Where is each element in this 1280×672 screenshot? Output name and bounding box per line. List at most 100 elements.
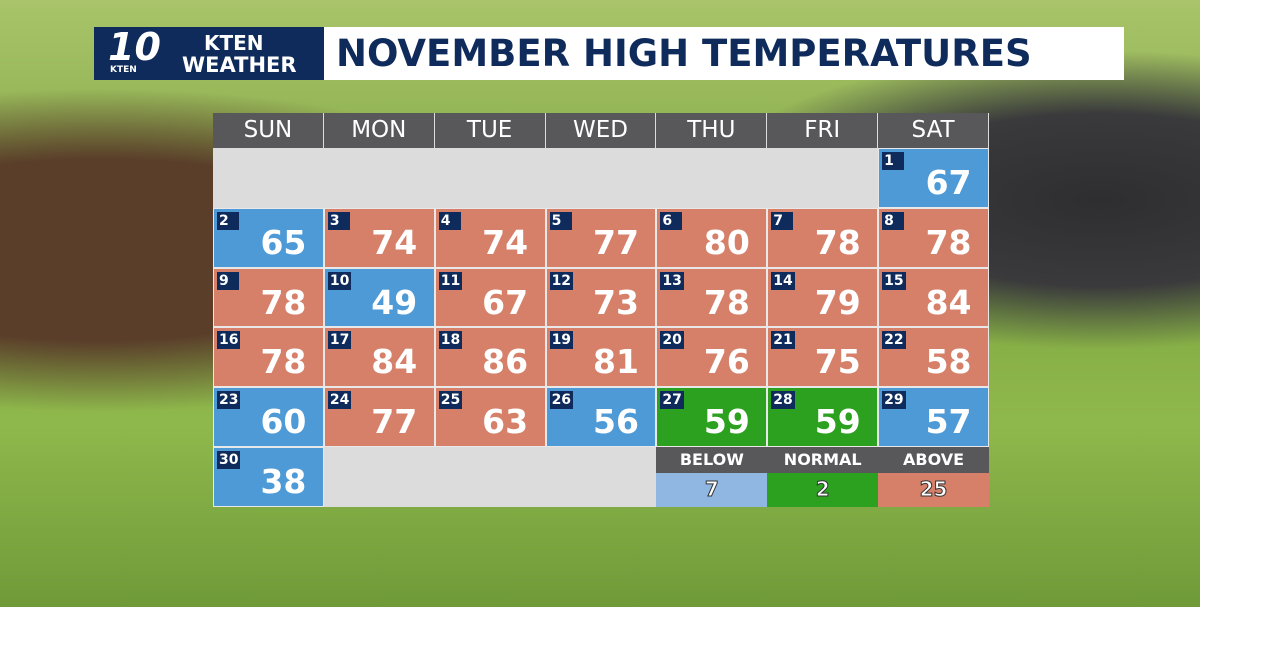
day-cell: 28 59 — [767, 387, 879, 447]
day-number: 3 — [327, 211, 350, 230]
day-number: 16 — [217, 331, 241, 350]
temperature: 77 — [371, 402, 418, 442]
day-number: 29 — [882, 391, 906, 410]
weekday: MON — [323, 113, 434, 148]
weekday: SAT — [878, 113, 988, 148]
day-cell: 7 78 — [767, 207, 879, 268]
day-cell: 1 67 — [878, 148, 989, 208]
day-number: 8 — [882, 211, 905, 230]
day-cell: 19 81 — [545, 327, 657, 388]
temperature: 86 — [482, 342, 529, 382]
day-cell: 8 78 — [878, 207, 989, 268]
brand: WEATHER — [182, 53, 297, 77]
temperature: 76 — [703, 342, 750, 382]
summary-label: NORMAL — [767, 447, 879, 473]
summary-label: BELOW — [656, 447, 768, 473]
day-number: 20 — [660, 331, 684, 350]
temperature: 78 — [703, 282, 750, 322]
day-number: 21 — [771, 331, 795, 350]
day-cell: 6 80 — [656, 207, 768, 268]
day-cell: 11 67 — [434, 267, 546, 328]
temperature: 74 — [371, 222, 418, 262]
temperature: 58 — [925, 342, 972, 382]
day-cell: 15 84 — [878, 267, 989, 328]
temperature: 74 — [482, 222, 529, 262]
temperature: 80 — [703, 222, 750, 262]
temperature: 79 — [814, 282, 861, 322]
temperature: 73 — [593, 282, 639, 322]
day-cell: 12 73 — [545, 267, 657, 328]
day-number: 15 — [882, 271, 906, 290]
day-cell: 13 78 — [656, 267, 768, 328]
day-cell: 20 76 — [656, 327, 768, 388]
temperature: 65 — [260, 222, 307, 262]
day-cell: 27 59 — [656, 387, 768, 447]
calendar: SUN MON TUE WED THU FRI SAT 1 67 2 65 3 74 4 74 5 77 6 80 7… — [213, 113, 989, 507]
day-number: 9 — [217, 271, 239, 290]
temperature: 67 — [482, 282, 529, 322]
temperature: 49 — [371, 282, 418, 322]
logo: 10 KTEN KTEN WEATHER — [94, 25, 324, 80]
day-number: 4 — [438, 211, 461, 230]
temperature: 78 — [260, 282, 307, 322]
day-number: 12 — [549, 271, 574, 290]
day-cell: 22 58 — [878, 327, 989, 388]
day-number: 23 — [217, 391, 241, 410]
temperature: 60 — [260, 402, 307, 442]
day-cell: 25 63 — [434, 387, 546, 447]
temperature: 84 — [371, 342, 418, 382]
day-number: 5 — [549, 211, 572, 230]
logo-small: KTEN — [110, 65, 137, 75]
day-number: 2 — [217, 211, 239, 230]
weekday: FRI — [767, 113, 878, 148]
day-number: 22 — [882, 331, 906, 350]
day-number: 25 — [438, 391, 463, 410]
temperature: 57 — [925, 402, 972, 442]
day-cell: 14 79 — [767, 267, 879, 328]
day-number: 6 — [660, 211, 683, 230]
summary-count: 7 — [656, 473, 768, 507]
day-number: 13 — [660, 271, 684, 290]
temperature: 78 — [260, 342, 307, 382]
day-number: 1 — [882, 152, 905, 170]
day-number: 19 — [549, 331, 574, 350]
station: KTEN — [204, 31, 264, 55]
weekday: THU — [656, 113, 767, 148]
day-cell: 2 65 — [213, 207, 324, 268]
summary-count: 25 — [878, 473, 989, 507]
day-cell: 16 78 — [213, 327, 324, 388]
temperature: 75 — [814, 342, 861, 382]
day-number: 14 — [771, 271, 795, 290]
title: NOVEMBER HIGH TEMPERATURES — [324, 27, 1124, 80]
temperature: 59 — [703, 402, 750, 442]
day-cell: 3 74 — [323, 207, 435, 268]
day-cell: 26 56 — [545, 387, 657, 447]
day-cell: 30 38 — [213, 447, 324, 507]
temperature: 77 — [593, 222, 639, 262]
day-number: 28 — [771, 391, 795, 410]
day-cell: 4 74 — [434, 207, 546, 268]
day-cell: 24 77 — [323, 387, 435, 447]
day-number: 26 — [549, 391, 574, 410]
day-number: 7 — [771, 211, 794, 230]
day-cell: 5 77 — [545, 207, 657, 268]
summary-count: 2 — [767, 473, 879, 507]
day-cell: 29 57 — [878, 387, 989, 447]
day-cell: 17 84 — [323, 327, 435, 388]
day-cell: 21 75 — [767, 327, 879, 388]
day-number: 11 — [438, 271, 463, 290]
temperature: 56 — [593, 402, 639, 442]
day-number: 17 — [327, 331, 352, 350]
day-number: 10 — [327, 271, 352, 290]
day-number: 24 — [327, 391, 352, 410]
day-cell: 9 78 — [213, 267, 324, 328]
temperature: 59 — [814, 402, 861, 442]
temperature: 67 — [925, 163, 972, 202]
logo-number: 10 — [108, 25, 161, 69]
day-number: 30 — [217, 451, 241, 469]
temperature: 78 — [925, 222, 972, 262]
temperature: 63 — [482, 402, 529, 442]
day-cell: 23 60 — [213, 387, 324, 447]
day-cell: 10 49 — [323, 267, 435, 328]
weekday: WED — [545, 113, 656, 148]
